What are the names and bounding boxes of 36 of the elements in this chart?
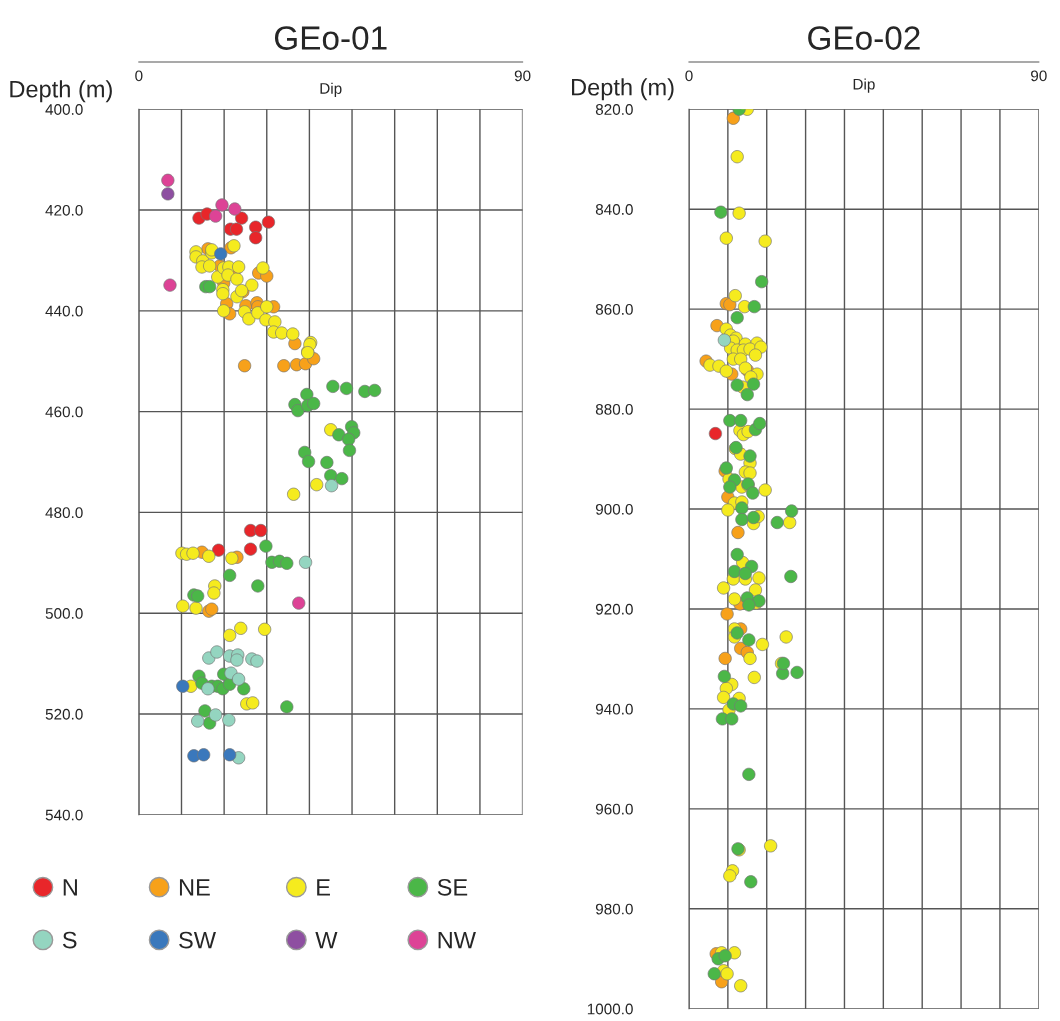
x-axis-title: Dip [320,82,342,97]
y-tick-label: 460.0 [45,406,83,418]
y-tick-label: 420.0 [45,204,83,216]
legend-label: NW [438,931,476,949]
legend-label: N [63,879,77,896]
y-tick-label: 940.0 [595,703,633,715]
chart-title: GEo-01 [274,26,387,50]
y-tick-label: 820.0 [595,104,633,115]
chart-title: GEo-02 [808,26,920,50]
legend-label: SW [179,931,216,949]
legend-label: E [317,879,330,896]
y-tick-label: 1000.0 [587,1003,633,1015]
legend-label: SE [437,878,468,896]
y-tick-label: 900.0 [595,503,633,515]
y-axis-title: Depth (m) [10,80,112,103]
y-axis-title: Depth (m) [572,78,674,101]
y-tick-label: 860.0 [595,304,633,315]
y-tick-label: 440.0 [45,305,83,317]
y-tick-label: 400.0 [45,104,83,115]
y-tick-label: 920.0 [595,603,633,615]
y-tick-label: 500.0 [45,608,83,619]
y-tick-label: 980.0 [595,903,633,915]
x-tick-label: 0 [135,70,143,82]
y-tick-label: 880.0 [595,403,633,415]
legend-label: W [315,931,338,949]
x-tick-label: 90 [1031,70,1047,82]
y-tick-label: 840.0 [595,204,633,215]
y-tick-label: 540.0 [45,809,83,821]
x-tick-label: 90 [514,70,531,82]
y-tick-label: 520.0 [45,708,83,720]
x-axis-title: Dip [853,78,875,93]
legend-label: S [62,931,77,949]
legend-label: NE [179,879,210,896]
y-tick-label: 480.0 [45,507,83,519]
x-tick-label: 0 [685,70,693,82]
y-tick-label: 960.0 [595,803,633,815]
